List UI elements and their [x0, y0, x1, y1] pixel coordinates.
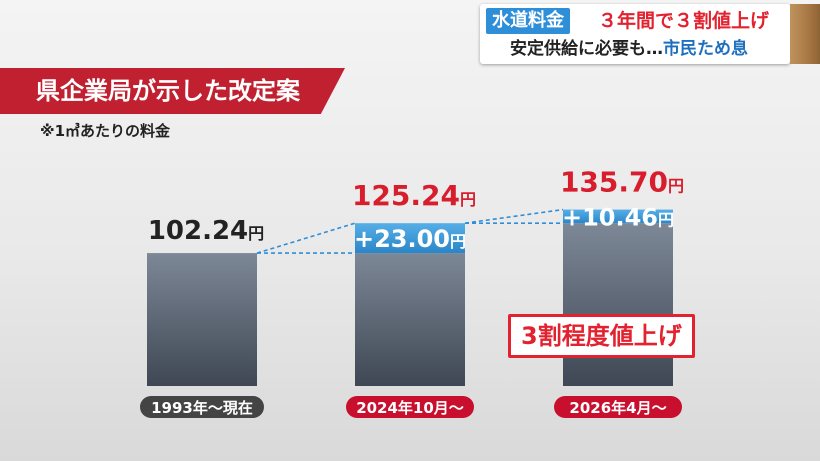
caption-subline-prefix: 安定供給に必要も…	[510, 39, 663, 59]
bar-base	[355, 253, 465, 386]
increase-callout: 3割程度値上げ	[508, 314, 695, 358]
chart-title: 県企業局が示した改定案	[36, 77, 300, 105]
title-ribbon	[0, 68, 345, 114]
total-value-label: 102.24円	[148, 216, 264, 246]
category-pill	[140, 396, 264, 418]
category-pill	[346, 396, 474, 418]
news-caption: 水道料金 ３年間で３割値上げ 安定供給に必要も…市民ため息	[480, 4, 790, 64]
unit-note: ※1㎥あたりの料金	[40, 122, 171, 140]
connector-line	[464, 208, 564, 224]
category-pill	[554, 396, 682, 418]
caption-tag: 水道料金	[486, 8, 570, 34]
bar-base	[563, 223, 673, 386]
bar-base	[147, 253, 257, 386]
total-value-label: 135.70円	[560, 166, 684, 199]
caption-subline-highlight: 市民ため息	[663, 39, 748, 59]
wood-decoration	[790, 4, 820, 64]
bar-increase	[563, 209, 673, 224]
category-label: 2026年4月〜	[569, 399, 666, 417]
increase-label: +23.00円	[354, 225, 466, 253]
bar-increase	[355, 223, 465, 254]
category-label: 1993年〜現在	[151, 399, 253, 417]
caption-subline: 安定供給に必要も…市民ため息	[510, 37, 748, 61]
category-label: 2024年10月〜	[356, 399, 464, 417]
connector-line	[256, 222, 356, 254]
total-value-label: 125.24円	[352, 179, 476, 212]
caption-headline: ３年間で３割値上げ	[598, 10, 770, 32]
increase-label: +10.46円	[562, 203, 674, 231]
